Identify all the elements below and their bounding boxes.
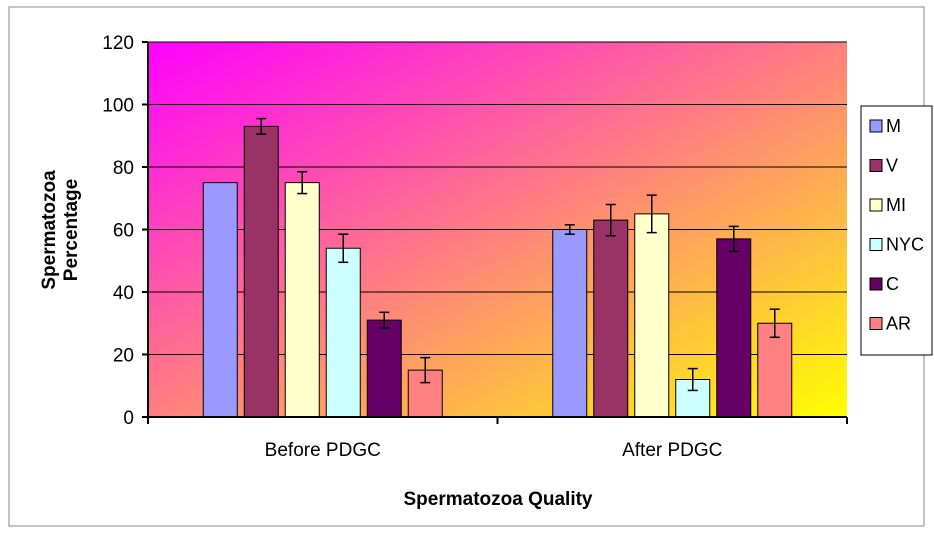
bar-mi-after	[634, 213, 670, 418]
legend-label-v: V	[886, 156, 898, 176]
y-tick-label: 80	[113, 158, 134, 179]
bar-v-before	[243, 125, 279, 418]
bar-m-before	[202, 182, 238, 418]
legend-swatch-c	[869, 277, 883, 291]
legend-swatch-nyc	[869, 238, 883, 251]
legend-label-ar: AR	[886, 314, 911, 334]
y-axis-ticks: 0 20 40 60 80 100 120	[102, 33, 148, 429]
y-axis-label-line-2: Percentage	[61, 179, 82, 281]
y-tick-label: 120	[102, 33, 134, 54]
y-tick-label: 20	[113, 346, 134, 367]
y-axis-label-line-1: Spermatozoa	[39, 170, 60, 290]
legend: MV MI NYC C AR	[860, 105, 933, 356]
y-tick-label: 0	[123, 408, 134, 429]
legend-swatch-m	[869, 119, 883, 133]
bar-nyc-before	[325, 247, 361, 418]
legend-label-mi: MI	[886, 195, 906, 215]
error-bars	[256, 117, 780, 392]
bar-v-after	[593, 219, 629, 418]
x-tick-label: After PDGC	[622, 440, 722, 461]
legend-box	[860, 105, 933, 356]
bar-m-after	[552, 229, 588, 418]
legend-swatch-mi	[869, 198, 883, 212]
x-tick-label: Before PDGC	[265, 440, 381, 461]
bar-c-before	[366, 319, 402, 418]
legend-label-c: C	[886, 274, 899, 294]
legend-swatch-ar	[869, 317, 883, 330]
bar-mi-before	[284, 182, 320, 418]
legend-label-nyc: NYC	[886, 235, 924, 255]
x-axis-ticks: Before PDGC After PDGC	[147, 417, 848, 461]
legend-swatch-v	[869, 159, 883, 172]
x-axis-label: Spermatozoa Quality	[404, 489, 593, 510]
bar-c-after	[716, 238, 752, 418]
y-tick-label: 40	[113, 283, 134, 304]
legend-label-m: M	[886, 116, 901, 136]
y-tick-label: 60	[113, 221, 134, 242]
bar-ar-after	[757, 322, 793, 418]
y-tick-label: 100	[102, 96, 134, 117]
